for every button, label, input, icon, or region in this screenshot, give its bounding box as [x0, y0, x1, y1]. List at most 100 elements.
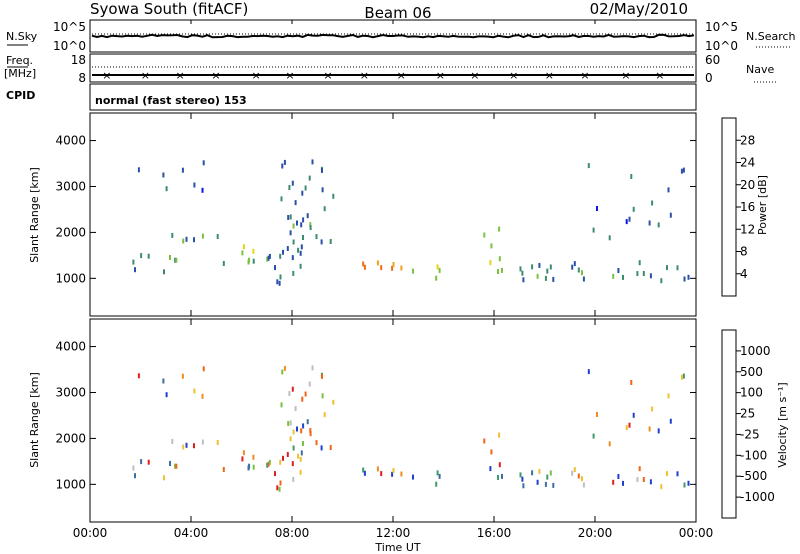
freq-marker: × [470, 69, 479, 82]
power-echo-cell [286, 246, 289, 251]
velocity-echo-cell [278, 486, 281, 492]
velocity-echo-cell [283, 365, 286, 371]
freq-marker: × [397, 69, 406, 82]
velocity-echo-cell [320, 445, 323, 451]
velocity-echo-cell [304, 391, 307, 397]
power-echo-cell [309, 225, 312, 231]
power-echo-cell [193, 237, 195, 243]
velocity-echo-cell [266, 462, 269, 468]
power-echo-cell [380, 265, 383, 271]
x-tick-label: 12:00 [376, 526, 411, 540]
power-echo-cell [292, 239, 295, 245]
velocity-echo-cell [376, 466, 379, 472]
nave-tick-top: 60 [705, 53, 720, 67]
velocity-echo-cell [309, 431, 312, 437]
velocity-echo-cell [216, 440, 219, 445]
velocity-echo-cell [638, 466, 641, 472]
velocity-echo-cell [181, 373, 184, 379]
power-echo-cell [282, 249, 284, 255]
power-panel-frame [89, 112, 697, 317]
freq-tick-bottom: 8 [78, 71, 86, 85]
velocity-echo-cell [241, 456, 244, 462]
power-echo-cell [308, 175, 311, 181]
power-echo-cell [296, 220, 298, 226]
power-echo-cell [666, 265, 668, 271]
colorbar-tick-label: 4 [740, 267, 748, 281]
power-echo-cell [162, 172, 165, 178]
velocity-echo-cell [552, 482, 555, 488]
velocity-echo-cell [288, 391, 291, 396]
velocity-echo-cell [292, 429, 295, 435]
velocity-echo-cell [596, 412, 598, 417]
velocity-echo-cell [630, 380, 633, 385]
freq-marker: × [211, 69, 220, 82]
power-echo-cell [363, 264, 366, 270]
power-echo-cell [222, 261, 225, 266]
velocity-echo-cell [536, 479, 539, 485]
power-echo-cell [137, 167, 140, 173]
velocity-echo-cell [321, 393, 324, 399]
velocity-echo-cell [311, 365, 314, 371]
power-echo-cell [320, 239, 323, 245]
velocity-echo-cell [267, 461, 270, 467]
velocity-echo-cell [323, 412, 326, 418]
power-colorbar-label: Power [dB] [756, 175, 769, 235]
velocity-echo-cell [608, 441, 611, 447]
power-echo-cell [498, 256, 501, 262]
velocity-echo-cell [252, 454, 255, 460]
velocity-echo-cell [651, 406, 654, 412]
power-echo-cell [490, 243, 493, 249]
velocity-echo-cell [163, 475, 165, 481]
velocity-echo-cell [438, 473, 441, 479]
freq-marker: × [323, 69, 332, 82]
velocity-echo-cell [546, 474, 549, 480]
power-echo-cell [596, 206, 598, 211]
power-echo-cell [289, 214, 292, 220]
power-echo-cell [287, 215, 290, 220]
velocity-echo-cell [302, 441, 304, 446]
power-echo-cell [392, 262, 395, 267]
power-echo-cell [267, 255, 270, 261]
power-echo-cell [612, 273, 615, 279]
beam-label: Beam 06 [364, 4, 431, 22]
velocity-echo-cell [252, 464, 255, 470]
velocity-echo-cell [281, 369, 284, 375]
power-echo-cell [301, 190, 304, 196]
freq-marker: × [252, 69, 261, 82]
x-tick-label: 00:00 [73, 526, 108, 540]
nsearch-tick-bottom: 10^0 [705, 39, 738, 53]
freq-marker: × [360, 69, 369, 82]
y-tick-label: 3000 [55, 179, 86, 193]
velocity-echo-cell [134, 473, 136, 479]
velocity-echo-cell [531, 470, 534, 476]
power-echo-cell [657, 222, 660, 228]
nsky-series-line [91, 33, 695, 39]
velocity-echo-cell [687, 480, 690, 486]
cpid-value: normal (fast stereo) 153 [95, 94, 247, 107]
power-echo-cell [617, 268, 620, 273]
velocity-echo-cell [242, 450, 245, 456]
power-echo-cell [587, 163, 590, 169]
power-echo-cell [329, 239, 332, 244]
power-colorbar: 4 8 12 16 20 24 28 [721, 117, 755, 297]
power-echo-cell [147, 253, 150, 259]
y-tick-label: 1000 [55, 271, 86, 285]
power-echo-cell [400, 265, 403, 271]
velocity-echo-cell [380, 471, 383, 477]
velocity-heatmap [132, 365, 690, 492]
velocity-echo-cell [171, 438, 174, 444]
power-echo-cell [266, 256, 269, 262]
radar-title: Syowa South (fitACF) [90, 0, 248, 18]
velocity-echo-cell [622, 480, 624, 486]
freq-marker: × [102, 69, 111, 82]
velocity-echo-cell [412, 474, 414, 480]
x-axis-label: Time UT [374, 541, 420, 554]
velocity-echo-cell [162, 378, 165, 384]
nsky-tick-top: 10^5 [53, 20, 86, 34]
power-echo-cell [391, 265, 394, 271]
power-echo-cell [625, 219, 628, 225]
velocity-echo-cell [279, 459, 282, 465]
power-echo-cell [608, 235, 611, 241]
velocity-echo-cell [489, 466, 492, 472]
